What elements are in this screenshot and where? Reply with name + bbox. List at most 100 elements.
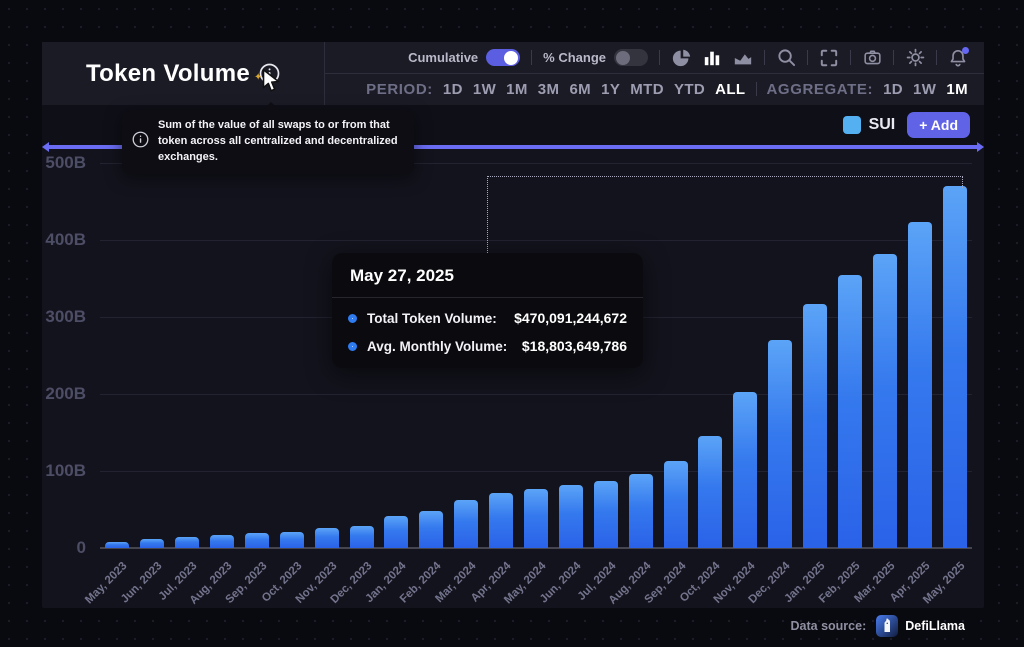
bar-mar-2024[interactable] (454, 499, 479, 548)
period-option-all[interactable]: ALL (715, 80, 746, 98)
aggregate-option-1m[interactable]: 1M (946, 80, 968, 98)
period-row: PERIOD: 1D 1W 1M 3M 6M 1Y MTD YTD ALL AGGREGATE:… (325, 74, 984, 104)
add-token-button[interactable]: + Add (907, 112, 970, 138)
bar-dec-2023[interactable] (349, 525, 374, 548)
chart-tooltip: May 27, 2025 Total Token Volume: $470,09… (332, 253, 643, 368)
x-tick-oct-2024: Oct, 2024 (678, 560, 723, 605)
x-tick-jul-2023: Jul, 2023 (156, 560, 200, 603)
bar-aug-2024[interactable] (628, 474, 653, 548)
bar-may-2024[interactable] (524, 488, 548, 548)
bar-jan-2024[interactable] (384, 516, 409, 548)
bar-sep-2024[interactable] (663, 461, 688, 548)
bar-oct-2023[interactable] (279, 531, 304, 548)
legend-item-sui[interactable]: SUI (842, 116, 896, 134)
bar-feb-2025[interactable] (837, 275, 862, 548)
period-option-6m[interactable]: 6M (569, 80, 592, 98)
pie-chart-icon[interactable] (671, 48, 691, 68)
aggregate-group: AGGREGATE: 1D 1W 1M (767, 81, 969, 98)
tooltip-date: May 27, 2025 (332, 253, 643, 298)
period-option-3m[interactable]: 3M (537, 80, 560, 98)
cumulative-label: Cumulative (408, 50, 479, 65)
period-option-1y[interactable]: 1Y (601, 80, 621, 98)
bar-chart-icon[interactable] (702, 48, 722, 68)
bar-may-2025[interactable] (942, 186, 967, 548)
legend-token-name: SUI (868, 116, 896, 133)
x-tick-jan-2025: Jan, 2025 (782, 560, 828, 606)
tooltip-connector-vertical (487, 176, 488, 253)
data-zoom-slider[interactable] (42, 142, 984, 152)
zoom-handle-left-icon[interactable] (42, 142, 49, 152)
aggregate-option-1w[interactable]: 1W (913, 80, 937, 98)
period-option-ytd[interactable]: YTD (673, 80, 706, 98)
period-option-mtd[interactable]: MTD (630, 80, 664, 98)
period-group: PERIOD: 1D 1W 1M 3M 6M 1Y MTD YTD ALL (366, 81, 745, 98)
bar-may-2023[interactable] (105, 541, 130, 548)
area-chart-icon[interactable] (733, 48, 753, 68)
x-tick-mar-2024: Mar, 2024 (433, 560, 479, 606)
x-tick-jun-2024: Jun, 2024 (537, 560, 584, 606)
bar-feb-2024[interactable] (419, 511, 444, 548)
x-tick-may-2023: May, 2023 (83, 560, 130, 607)
header: Token Volume Cumulative % Change (42, 42, 984, 105)
percent-change-toggle-group: % Change (543, 49, 648, 66)
x-tick-aug-2024: Aug, 2024 (606, 560, 654, 607)
period-option-1w[interactable]: 1W (472, 80, 497, 98)
gridline-100B (100, 471, 972, 472)
x-tick-nov-2023: Nov, 2023 (293, 560, 340, 606)
bar-nov-2023[interactable] (314, 527, 339, 548)
defillama-logo-icon (876, 615, 899, 637)
cumulative-toggle[interactable] (486, 49, 521, 66)
bar-dec-2024[interactable] (768, 340, 793, 548)
bar-mar-2025[interactable] (872, 253, 897, 548)
x-tick-mar-2025: Mar, 2025 (852, 560, 898, 606)
x-tick-feb-2025: Feb, 2025 (816, 560, 863, 606)
x-tick-may-2024: May, 2024 (502, 560, 549, 607)
title-section: Token Volume (42, 42, 325, 105)
y-tick-500B: 500B (45, 153, 86, 172)
bar-apr-2025[interactable] (907, 221, 932, 548)
percent-change-toggle[interactable] (614, 49, 648, 66)
period-option-1d[interactable]: 1D (442, 80, 463, 98)
cumulative-toggle-group: Cumulative (408, 49, 521, 66)
gear-icon[interactable] (905, 48, 925, 68)
bar-sep-2023[interactable] (244, 533, 269, 548)
mouse-cursor-icon (261, 69, 283, 98)
bar-jul-2023[interactable] (175, 537, 200, 548)
bell-icon[interactable] (948, 46, 969, 68)
tooltip-connector-drop (962, 176, 963, 188)
bar-chart-plot[interactable] (100, 154, 972, 549)
x-tick-jan-2024: Jan, 2024 (363, 560, 409, 606)
bar-jan-2025[interactable] (803, 303, 828, 548)
series-bullet-icon (348, 341, 357, 351)
info-icon (132, 131, 149, 153)
fullscreen-icon[interactable] (819, 48, 839, 68)
x-tick-apr-2025: Apr, 2025 (887, 560, 933, 605)
search-icon[interactable] (776, 48, 796, 68)
brand-name: DefiLlama (905, 619, 965, 633)
gridline-0 (100, 547, 972, 549)
bar-nov-2024[interactable] (733, 391, 758, 548)
x-tick-oct-2023: Oct, 2023 (259, 560, 305, 605)
bar-apr-2024[interactable] (489, 493, 514, 548)
zoom-handle-right-icon[interactable] (977, 142, 984, 152)
bar-jun-2023[interactable] (140, 538, 165, 548)
x-tick-apr-2024: Apr, 2024 (468, 560, 514, 605)
icons-row: Cumulative % Change (325, 42, 984, 74)
notification-dot (962, 46, 969, 54)
aggregate-options: 1D 1W 1M (883, 81, 968, 98)
tooltip-row-total-volume: Total Token Volume: $470,091,244,672 (348, 310, 627, 326)
percent-change-label: % Change (543, 50, 606, 65)
period-label: PERIOD: (366, 80, 433, 98)
gridline-200B (100, 394, 972, 395)
bar-oct-2024[interactable] (698, 435, 723, 548)
aggregate-option-1d[interactable]: 1D (883, 80, 904, 98)
x-tick-jun-2023: Jun, 2023 (119, 560, 165, 606)
x-tick-jul-2024: Jul, 2024 (575, 560, 619, 603)
legend-swatch (842, 116, 861, 134)
bar-jul-2024[interactable] (593, 481, 618, 548)
bar-jun-2024[interactable] (558, 484, 583, 548)
camera-icon[interactable] (862, 48, 882, 68)
y-tick-400B: 400B (45, 230, 86, 249)
bar-aug-2023[interactable] (210, 534, 235, 548)
period-option-1m[interactable]: 1M (506, 80, 528, 98)
